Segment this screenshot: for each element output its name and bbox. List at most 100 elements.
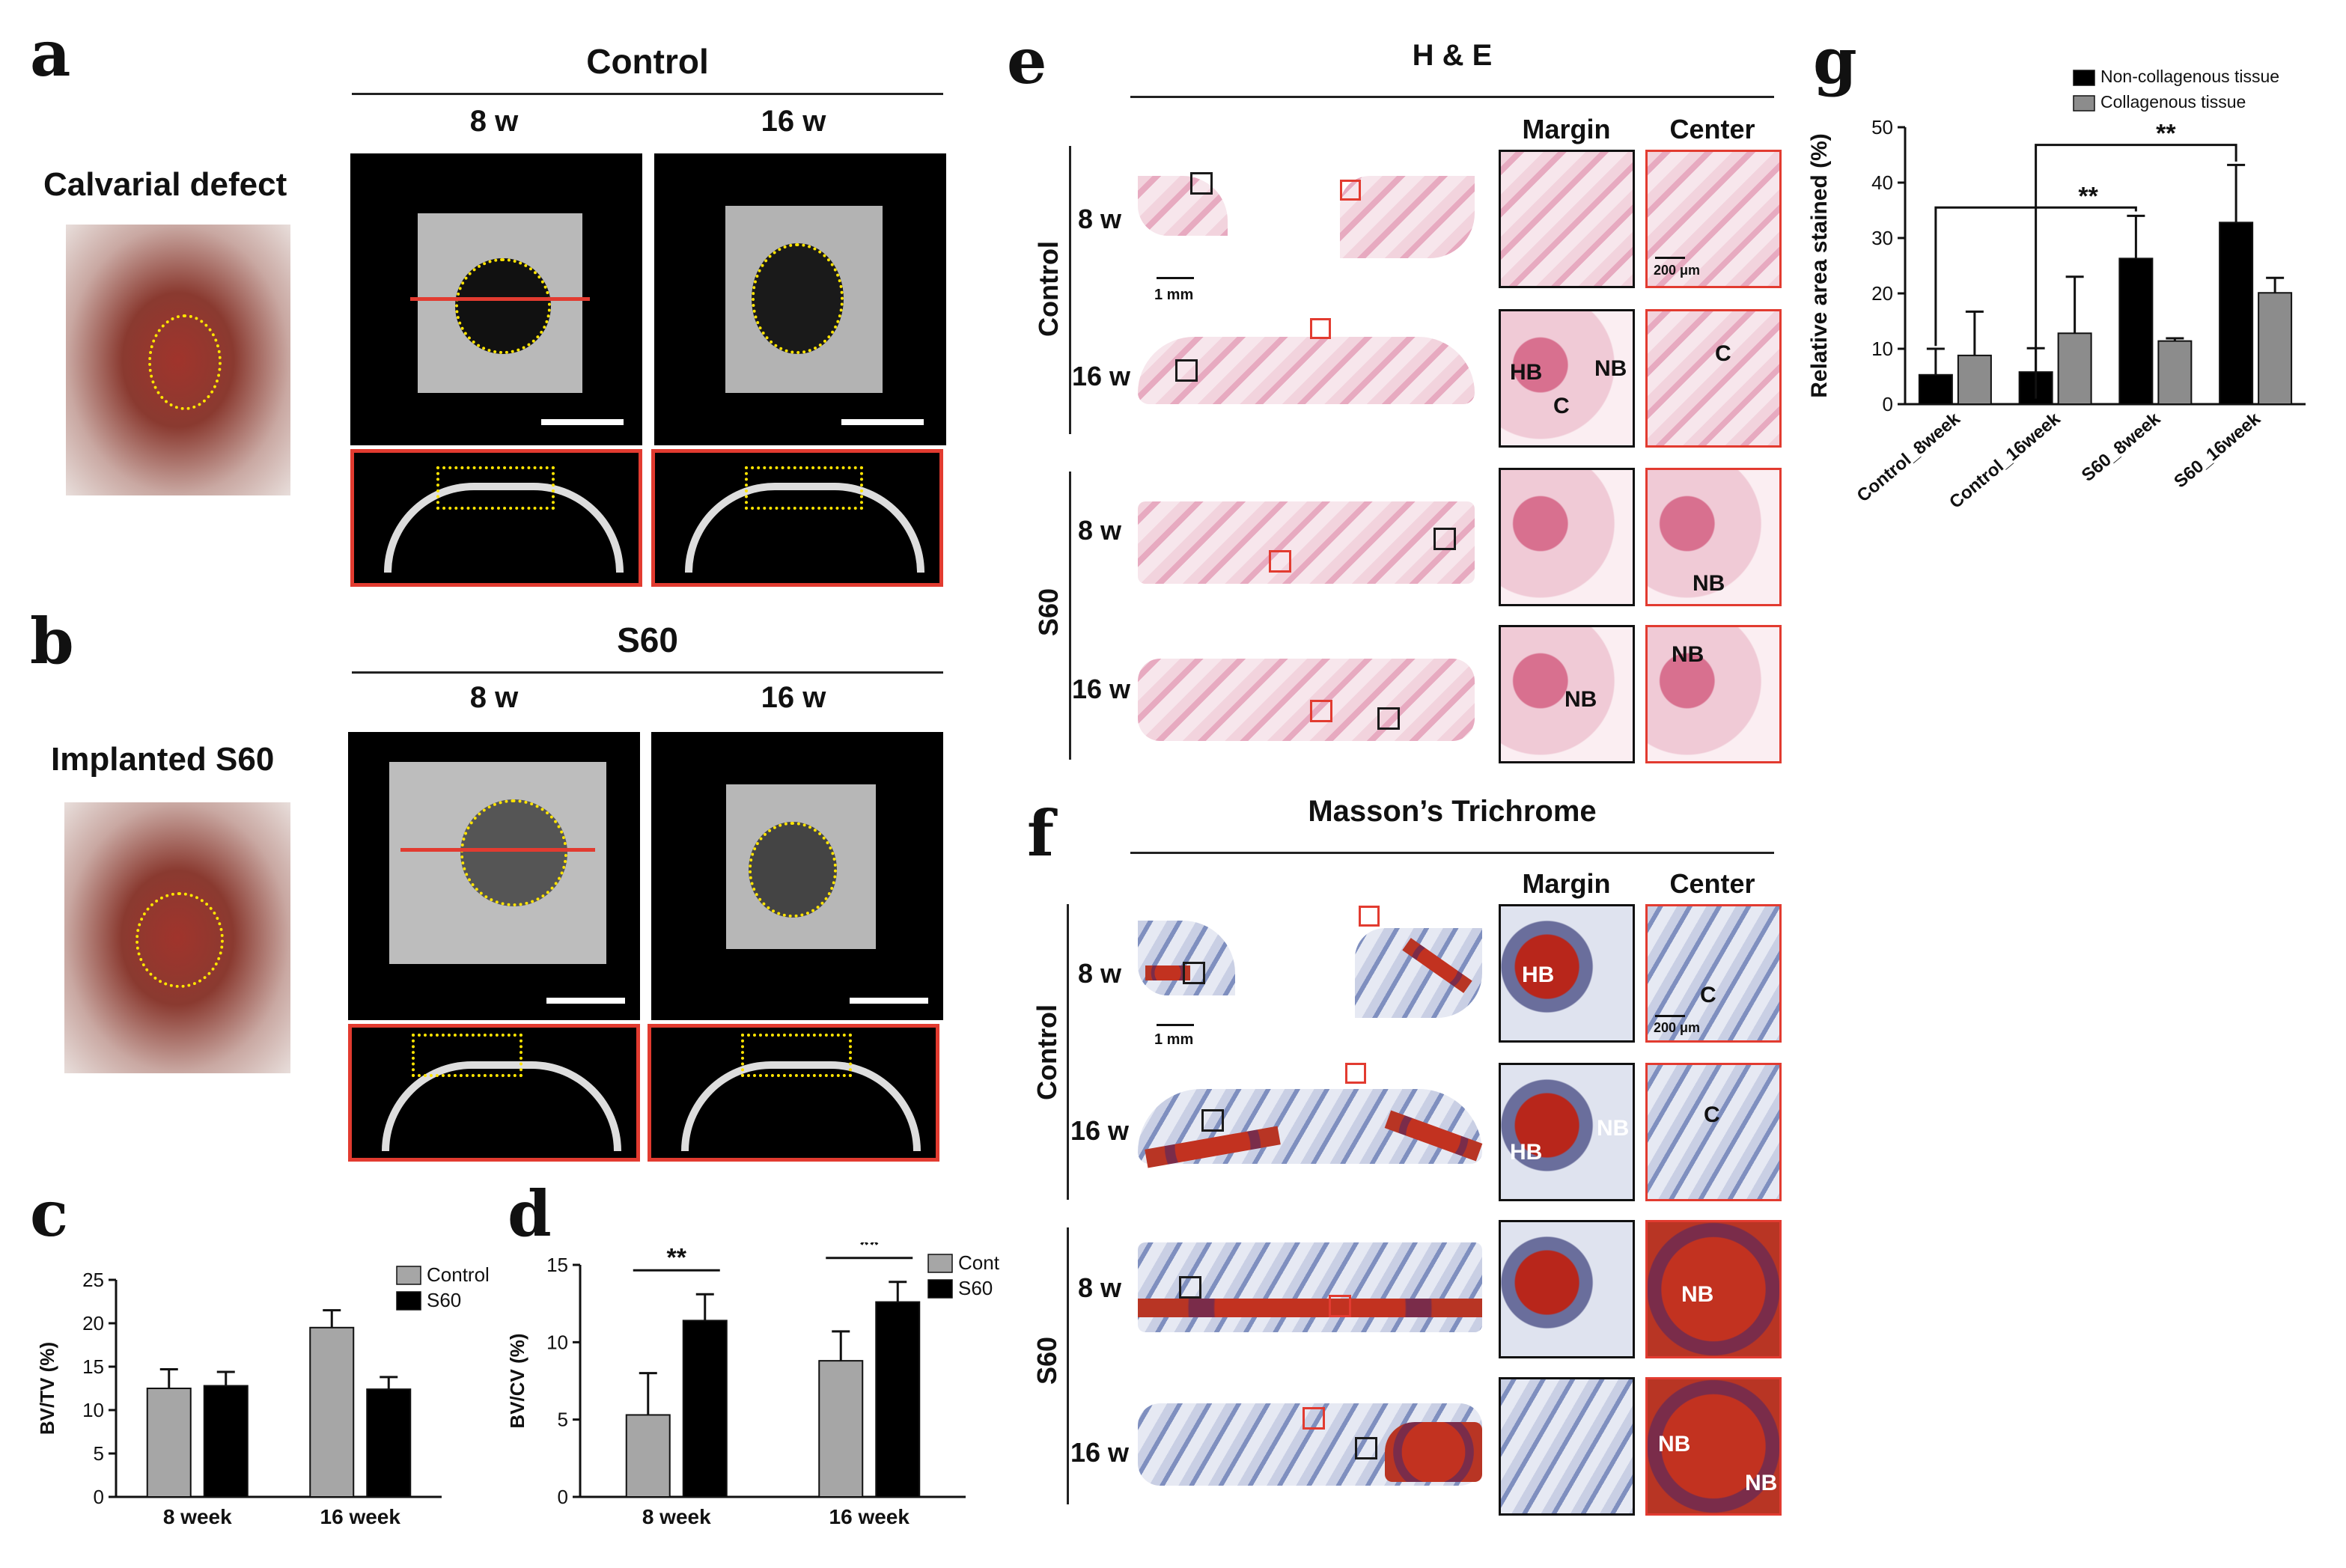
tissue-label-hb: HB (1522, 963, 1555, 987)
bar (203, 1385, 249, 1498)
defect-box (745, 466, 863, 510)
panel-a-side-label: Calvarial defect (43, 166, 287, 203)
bar (2157, 340, 2193, 406)
y-tick-label: 10 (1871, 338, 1893, 360)
margin-roi-box (1377, 707, 1400, 730)
y-tick-label: 10 (546, 1331, 568, 1353)
he-control-8w-overview: 1 mm (1138, 161, 1475, 303)
panel-letter-d: d (508, 1177, 552, 1251)
tissue-label-nb: NB (1564, 687, 1597, 712)
legend-swatch (927, 1279, 953, 1299)
x-tick-label: Control_8week (1853, 408, 1965, 506)
legend-label: S60 (958, 1277, 993, 1299)
he-s60-16w-margin: NB (1499, 625, 1635, 763)
legend-label: S60 (427, 1289, 461, 1311)
bar (2057, 332, 2092, 405)
scale-bar (541, 419, 624, 425)
legend-swatch (2073, 70, 2095, 86)
panel-e-group-control: Control (1033, 241, 1064, 337)
mt-control-8w-margin: HB (1499, 904, 1635, 1043)
center-roi-box (1310, 700, 1332, 722)
ct-section-s60-8w (348, 1024, 640, 1162)
tissue-fragment (1138, 659, 1475, 741)
y-axis-label: BV/CV (%) (509, 1333, 528, 1428)
ct-s60-8w (348, 732, 640, 1020)
scale-label-1mm: 1 mm (1154, 287, 1194, 303)
panel-f-control-bracket (1067, 904, 1069, 1200)
y-tick-label: 10 (82, 1399, 104, 1421)
panel-e-col-margin: Margin (1522, 114, 1611, 144)
bar (2118, 257, 2154, 405)
panel-e-row-control-8w: 8 w (1078, 204, 1122, 234)
tissue-label-nb: NB (1672, 642, 1704, 667)
he-s60-8w-margin (1499, 468, 1635, 606)
panel-f-title-rule (1130, 852, 1774, 854)
he-s60-16w-overview (1138, 644, 1475, 756)
tissue-label-nb: NB (1745, 1471, 1778, 1495)
panel-b-col-16w: 16 w (761, 681, 826, 714)
mt-s60-8w-overview (1138, 1227, 1482, 1347)
y-tick-label: 40 (1871, 171, 1893, 194)
implant-circle (135, 892, 224, 988)
he-control-16w-margin: HB C NB (1499, 309, 1635, 448)
legend-swatch (2073, 95, 2095, 112)
panel-a-col-8w: 8 w (469, 105, 519, 138)
implant-box (412, 1034, 522, 1077)
scale-bar (850, 998, 928, 1004)
bar (366, 1388, 412, 1498)
mt-control-8w-overview: 1 mm (1138, 906, 1482, 1048)
y-tick-label: 0 (1883, 393, 1893, 415)
bar (875, 1301, 921, 1498)
bar (1918, 373, 1953, 405)
legend-swatch (396, 1291, 421, 1311)
y-tick-label: 20 (1871, 282, 1893, 305)
scale-bar-1mm (1157, 277, 1194, 279)
legend-label: Control (427, 1263, 490, 1286)
y-tick-label: 50 (1871, 116, 1893, 138)
chart-d: 0 5 10 15 BV/CV (%) 8 week 16 week Cont S60 ** ** (509, 1242, 1000, 1528)
panel-letter-e: e (1007, 24, 1047, 98)
tissue-fragment (1138, 1242, 1482, 1332)
implant-circle (749, 822, 837, 918)
implant-box (741, 1034, 852, 1077)
panel-letter-g: g (1813, 24, 1857, 98)
bone-fragment (1138, 1299, 1482, 1317)
panel-e-title-rule (1130, 96, 1774, 98)
center-roi-box (1359, 906, 1380, 927)
margin-roi-box (1175, 359, 1198, 382)
y-axis-label: BV/TV (%) (37, 1342, 58, 1435)
he-s60-8w-center: NB (1645, 468, 1782, 606)
tissue-label-c: C (1700, 983, 1716, 1007)
x-tick-label: 16 week (320, 1505, 401, 1528)
defect-circle (752, 243, 844, 354)
ct-control-16w (654, 153, 946, 445)
panel-e-row-s60-8w: 8 w (1078, 515, 1122, 546)
tissue-label-hb: HB (1510, 360, 1543, 385)
comparison-bracket (2035, 144, 2237, 399)
chart-c: 0 5 10 15 20 25 BV/TV (%) 8 week 16 week Control S… (37, 1263, 490, 1528)
tissue-fragment (1138, 176, 1228, 236)
scale-bar-200um (1655, 257, 1685, 259)
significance-label: ** (2156, 120, 2176, 148)
panel-letter-a: a (30, 16, 71, 91)
center-roi-box (1310, 318, 1331, 339)
panel-f-group-control: Control (1032, 1004, 1062, 1100)
tissue-label-nb: NB (1693, 571, 1725, 596)
panel-e-row-control-16w: 16 w (1072, 361, 1131, 391)
panel-letter-c: c (30, 1177, 69, 1251)
bar (1957, 354, 1992, 406)
significance-label: ** (2078, 182, 2098, 210)
panel-letter-f: f (1027, 796, 1055, 870)
scale-label-1mm: 1 mm (1154, 1031, 1194, 1048)
bar (682, 1320, 728, 1498)
section-line (400, 848, 595, 852)
x-tick-label: S60_16week (2170, 409, 2264, 492)
tissue-fragment (1340, 176, 1475, 258)
panel-a-title-rule (352, 93, 943, 95)
mt-control-16w-margin: HB NB (1499, 1063, 1635, 1201)
center-roi-box (1303, 1407, 1325, 1430)
defect-box (436, 466, 555, 510)
implanted-s60-photo (64, 802, 290, 1073)
ct-section-s60-16w (648, 1024, 939, 1162)
panel-a-col-16w: 16 w (761, 105, 826, 138)
